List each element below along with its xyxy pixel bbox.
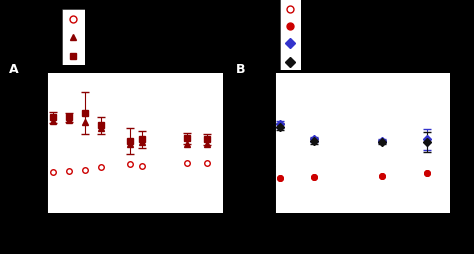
X-axis label: Time (h): Time (h) (345, 237, 380, 246)
Y-axis label: Fluorescence Intensity: Fluorescence Intensity (237, 96, 246, 191)
X-axis label: Time (h): Time (h) (118, 237, 153, 246)
Text: A: A (9, 62, 18, 75)
Y-axis label: Fluorescence Intensity: Fluorescence Intensity (9, 96, 18, 191)
Text: B: B (237, 62, 246, 75)
